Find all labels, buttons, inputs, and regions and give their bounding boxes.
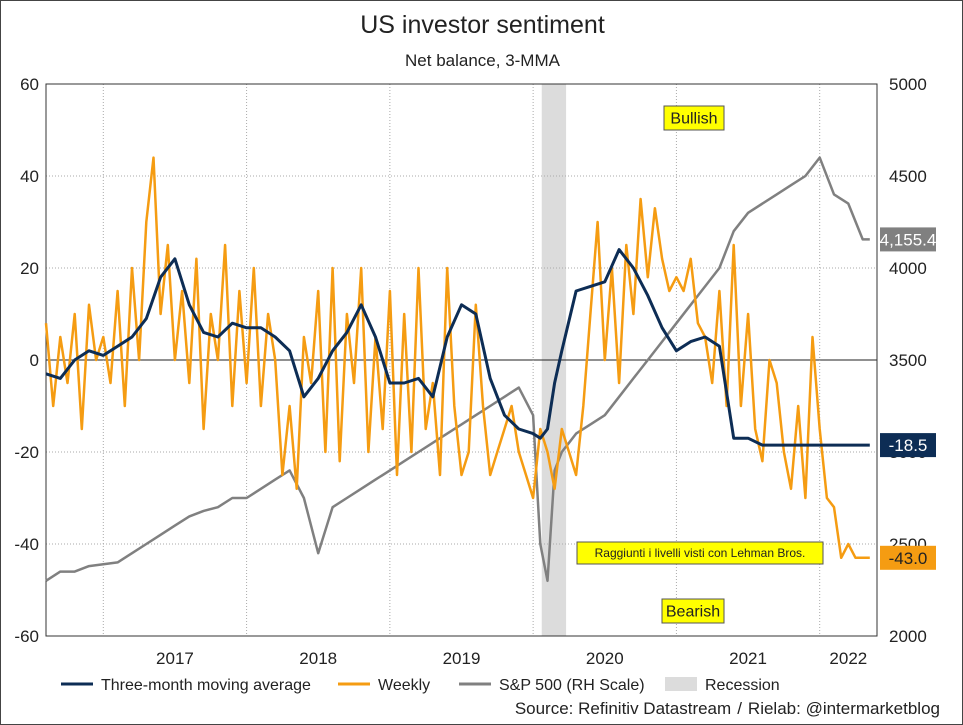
three-month-end-label-bg xyxy=(880,433,936,458)
legend-label-weekly: Weekly xyxy=(378,677,430,694)
right-tick-label: 4500 xyxy=(889,167,927,186)
right-tick-label: 5000 xyxy=(889,75,927,94)
chart-svg: 60500040450020400003500-203000-402500-60… xyxy=(14,75,937,694)
series-line-three-month-average xyxy=(45,248,870,447)
lehman-note: Raggiunti i livelli visti con Lehman Bro… xyxy=(595,546,806,560)
x-tick-label: 2019 xyxy=(443,649,481,668)
left-tick-label: 60 xyxy=(20,75,39,94)
x-tick-label: 2017 xyxy=(156,649,194,668)
source-separator: / xyxy=(737,699,742,718)
x-tick-label: 2022 xyxy=(829,649,867,668)
series-line-weekly xyxy=(44,156,870,560)
right-tick-label: 4000 xyxy=(889,259,927,278)
x-tick-label: 2021 xyxy=(729,649,767,668)
left-tick-label: 20 xyxy=(20,259,39,278)
left-tick-label: -40 xyxy=(14,535,39,554)
legend-swatch-recession xyxy=(665,677,697,691)
left-tick-label: 40 xyxy=(20,167,39,186)
weekly-end-label-bg xyxy=(880,545,936,570)
source-text: Source: Refinitiv Datastream xyxy=(514,699,732,718)
three-month-end-label: -18.5 xyxy=(889,436,928,455)
plot-frame xyxy=(45,83,878,637)
sp500-end-label: 4,155.4 xyxy=(880,230,937,249)
right-tick-label: 3500 xyxy=(889,351,927,370)
legend-label-sp500: S&P 500 (RH Scale) xyxy=(499,677,645,694)
bearish-label: Bearish xyxy=(666,604,720,621)
series-line-sp500 xyxy=(45,156,870,583)
credit-text: Rielab: @intermarketblog xyxy=(747,699,940,718)
x-tick-label: 2020 xyxy=(586,649,624,668)
bullish-label-box xyxy=(663,105,725,131)
right-tick-label: 2000 xyxy=(889,627,927,646)
bullish-label: Bullish xyxy=(670,111,717,128)
x-tick-label: 2018 xyxy=(299,649,337,668)
sp500-end-label-bg xyxy=(880,227,936,252)
lehman-note-box xyxy=(576,541,824,565)
legend-label-recession: Recession xyxy=(705,677,780,694)
chart-subtitle: Net balance, 3-MMA xyxy=(405,51,560,70)
bearish-label-box xyxy=(661,598,725,624)
legend-label-three-month-average: Three-month moving average xyxy=(101,677,311,694)
weekly-end-label: -43.0 xyxy=(889,549,928,568)
left-tick-label: -20 xyxy=(14,443,39,462)
left-tick-label: 0 xyxy=(30,351,39,370)
chart-title: US investor sentiment xyxy=(360,11,605,39)
left-tick-label: -60 xyxy=(14,627,39,646)
source-credit: Source: Refinitiv Datastream / Rielab: @in… xyxy=(515,699,940,719)
